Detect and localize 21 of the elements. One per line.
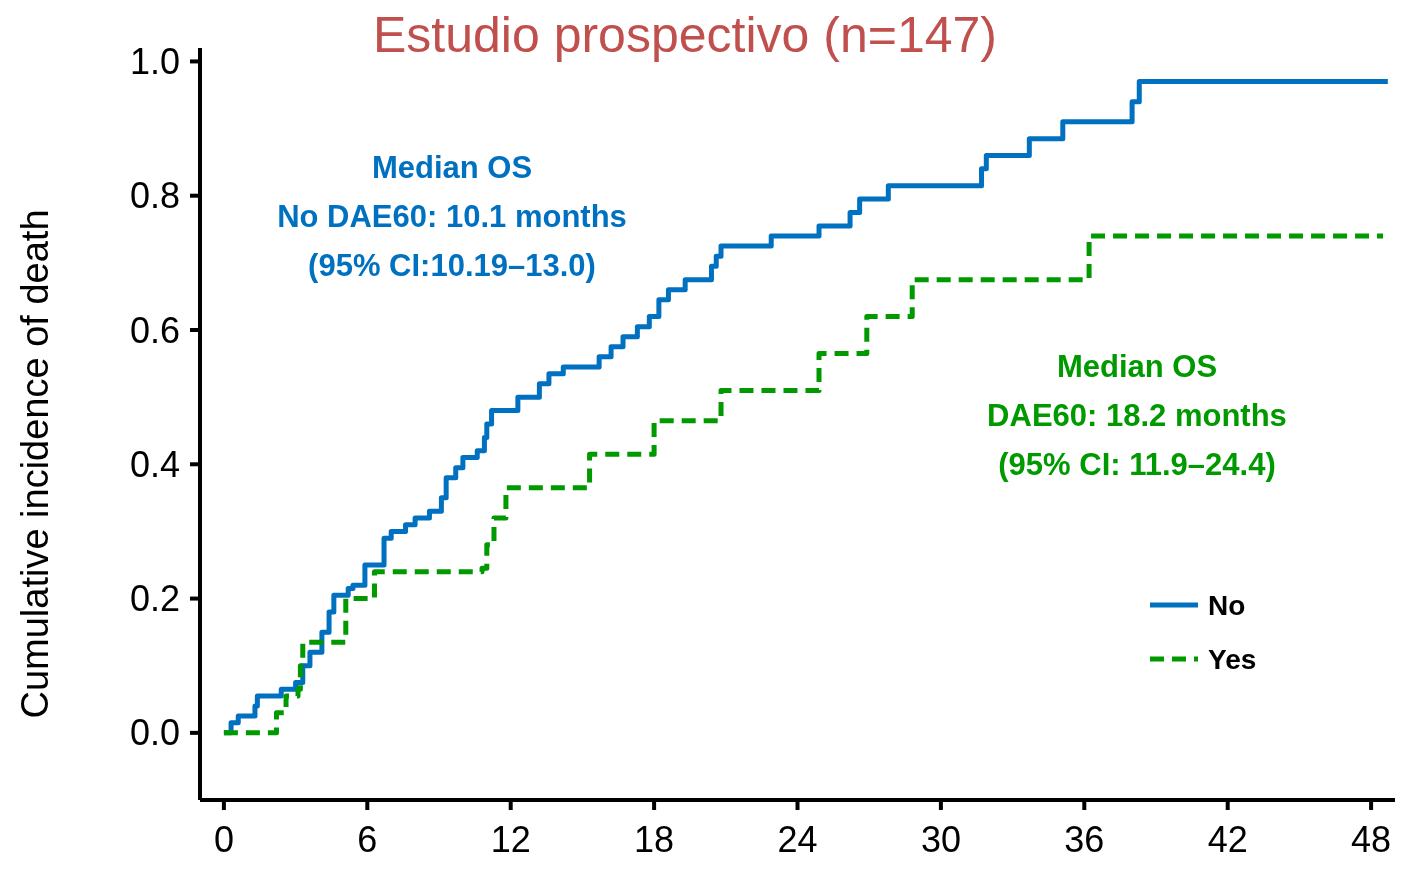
legend-label: Yes: [1208, 643, 1257, 675]
y-tick-label: 0.4: [129, 443, 180, 485]
x-tick-label: 48: [1351, 819, 1392, 860]
y-axis-title: Cumulative incidence of death: [14, 209, 56, 719]
legend-label: No: [1208, 589, 1246, 621]
x-tick-label: 30: [920, 819, 961, 860]
y-tick-label: 1.0: [129, 41, 180, 83]
annotation: Median OS DAE60: 18.2 months (95% CI: 11.9–24.4): [987, 349, 1287, 482]
x-tick-label: 42: [1207, 819, 1248, 860]
x-tick-label: 0: [213, 819, 234, 860]
chart-title: Estudio prospectivo (n=147): [373, 7, 997, 63]
annotation: Median OS No DAE60: 10.1 months (95% CI:10.19–13.0): [277, 150, 627, 283]
x-tick-label: 18: [634, 819, 675, 860]
y-tick-label: 0.8: [129, 175, 180, 217]
x-tick-label: 6: [357, 819, 378, 860]
x-tick-label: 36: [1064, 819, 1105, 860]
x-tick-label: 24: [777, 819, 818, 860]
y-tick-label: 0.6: [129, 309, 180, 351]
y-tick-label: 0.0: [129, 712, 180, 754]
x-tick-label: 12: [490, 819, 531, 860]
y-tick-label: 0.2: [129, 578, 180, 620]
